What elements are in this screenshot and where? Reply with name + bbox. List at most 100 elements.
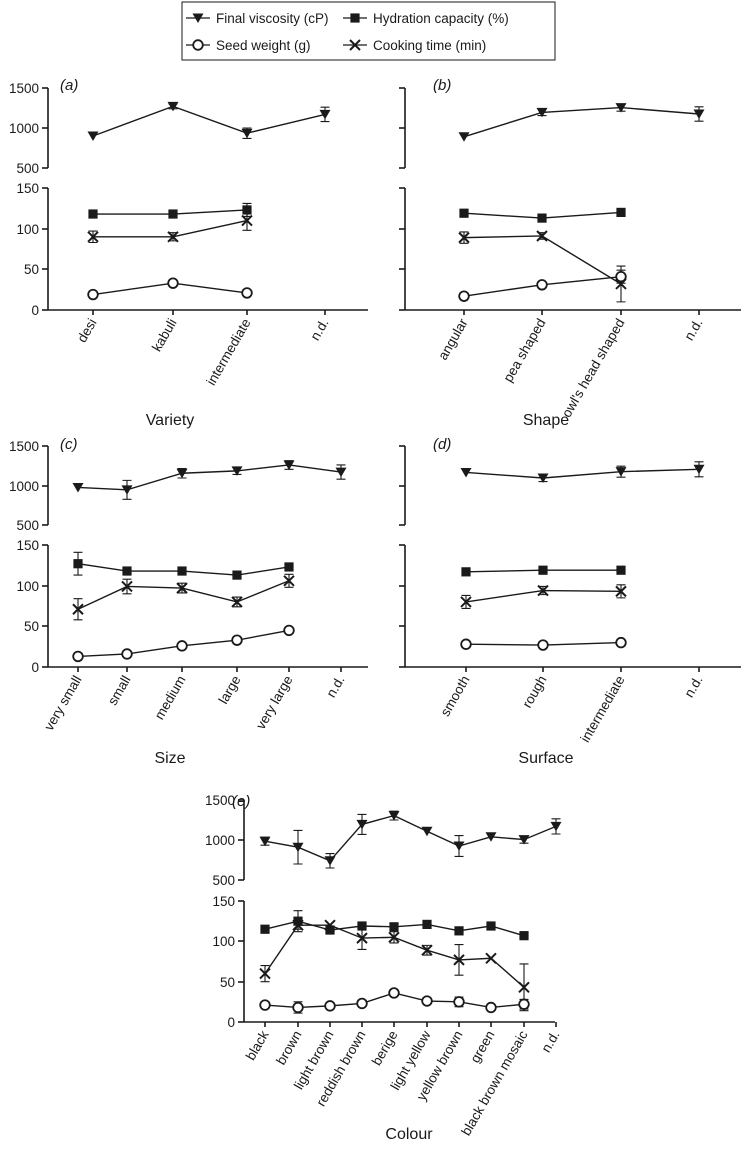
data-point	[283, 624, 295, 637]
y-tick-label: 0	[31, 660, 39, 675]
y-tick-label: 0	[227, 1015, 235, 1030]
data-point	[241, 287, 253, 299]
category-label: n.d.	[323, 673, 347, 700]
data-point	[518, 981, 530, 994]
data-point	[232, 570, 242, 580]
data-point	[486, 921, 496, 931]
y-tick-label: 1000	[9, 121, 39, 136]
data-point	[241, 214, 253, 227]
data-point	[121, 648, 133, 660]
data-point	[241, 128, 253, 139]
data-point	[168, 209, 178, 219]
series-tri-down	[87, 101, 331, 141]
series-line	[463, 235, 622, 285]
data-point	[292, 1001, 304, 1014]
data-point	[356, 932, 368, 944]
data-point	[284, 562, 294, 572]
data-point	[485, 1001, 497, 1014]
data-point	[536, 230, 548, 242]
category-label: berige	[369, 1028, 401, 1068]
y-tick-label: 1500	[205, 793, 235, 808]
y-tick-label: 100	[212, 934, 235, 949]
category-label: black brown mosaic	[458, 1028, 530, 1138]
data-point	[453, 954, 465, 966]
legend-box	[181, 1, 556, 61]
series-line	[77, 580, 290, 610]
data-point	[167, 277, 179, 289]
data-point	[537, 213, 547, 223]
data-point	[421, 995, 433, 1007]
legend-item: Final viscosity (cP)	[186, 11, 329, 26]
panel-label: (a)	[60, 77, 78, 94]
data-point	[388, 931, 400, 944]
data-point	[422, 919, 432, 929]
data-point	[260, 924, 270, 934]
data-point	[536, 279, 548, 291]
legend-item: Cooking time (min)	[343, 38, 486, 53]
y-tick-label: 1000	[205, 833, 235, 848]
data-point	[693, 109, 705, 119]
series-tri-down	[72, 460, 347, 500]
data-point	[121, 485, 133, 495]
series-line	[92, 105, 326, 137]
data-point	[177, 566, 187, 576]
x-axis-title: Size	[154, 750, 185, 767]
series-circle	[72, 624, 295, 663]
legend: Final viscosity (cP) Hydration capacity (…	[181, 1, 556, 61]
data-point	[325, 925, 335, 935]
data-point	[550, 821, 562, 832]
y-tick-label: 150	[16, 538, 39, 553]
data-point	[615, 270, 627, 283]
y-tick-label: 100	[16, 579, 39, 594]
chart-panel-b: angular pea shaped owl's head shaped n.d. (b…	[399, 77, 741, 429]
data-point	[283, 460, 295, 470]
series-line	[463, 106, 700, 138]
category-label: n.d.	[538, 1028, 562, 1055]
data-point	[231, 596, 243, 608]
data-point	[324, 919, 336, 931]
series-cross	[87, 210, 253, 244]
data-point	[537, 584, 549, 597]
category-label: smooth	[437, 673, 472, 719]
data-point	[453, 996, 465, 1008]
data-point	[389, 922, 399, 932]
legend-label: Final viscosity (cP)	[216, 11, 329, 26]
data-point	[453, 841, 465, 851]
data-point	[460, 467, 472, 478]
data-point	[167, 231, 179, 243]
series-cross	[458, 230, 627, 303]
data-point	[519, 931, 529, 941]
category-label: very large	[253, 673, 296, 732]
category-label: intermediate	[203, 316, 253, 388]
category-label: large	[216, 673, 244, 707]
data-point	[616, 207, 626, 217]
data-point	[357, 921, 367, 931]
y-tick-label: 150	[212, 894, 235, 909]
category-label: desi	[74, 316, 99, 345]
y-tick-label: 1000	[9, 479, 39, 494]
series-square	[88, 202, 252, 219]
data-point	[537, 639, 549, 651]
data-point	[283, 575, 295, 587]
data-point	[460, 638, 472, 650]
chart-panel-a: 500 1000 1500 0 50 100 150 desi kabuli intermedia…	[9, 77, 368, 429]
category-label: n.d.	[681, 316, 705, 343]
category-label: brown	[273, 1028, 304, 1067]
series-cross	[259, 919, 530, 1012]
y-tick-label: 50	[24, 262, 39, 277]
data-point	[693, 464, 705, 475]
panel-label: (b)	[433, 77, 451, 94]
panel-label: (e)	[232, 793, 250, 810]
x-axis-title: Variety	[146, 412, 195, 429]
data-point	[536, 107, 548, 118]
x-axis-title: Surface	[518, 750, 573, 767]
data-point	[518, 998, 530, 1010]
y-tick-label: 50	[24, 619, 39, 634]
series-line	[465, 468, 700, 479]
data-point	[459, 208, 469, 218]
data-point	[458, 231, 470, 244]
legend-item: Hydration capacity (%)	[343, 11, 509, 26]
data-point	[87, 288, 99, 301]
data-point	[615, 585, 627, 598]
